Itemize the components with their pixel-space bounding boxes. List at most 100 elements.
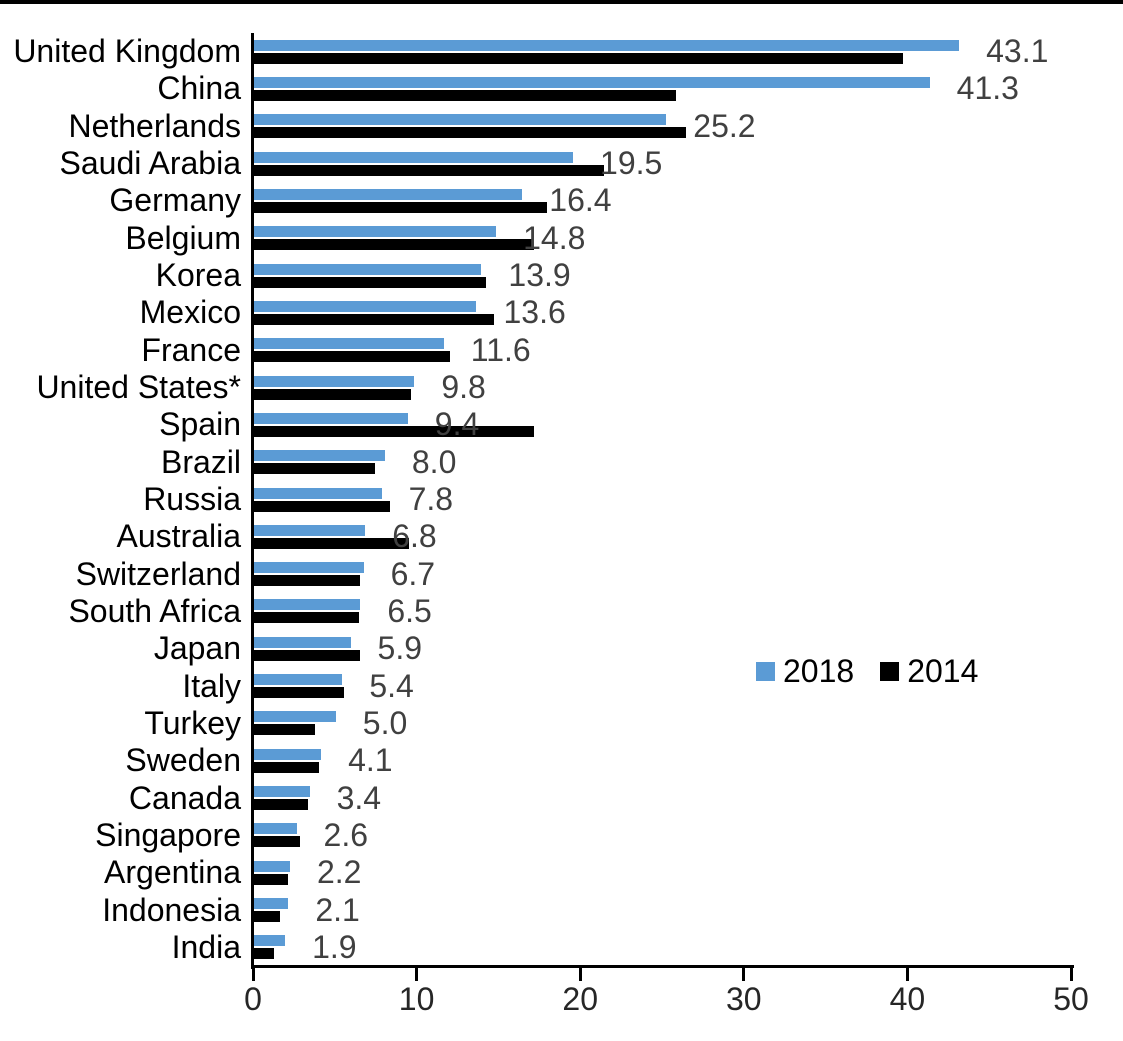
bar-2014: [254, 948, 274, 960]
bar-2014: [254, 52, 904, 64]
bar-2018: [254, 450, 385, 462]
bar-2018: [254, 188, 523, 200]
value-label: 9.4: [434, 406, 480, 443]
legend: 2018 2014: [756, 654, 978, 688]
category-label: Spain: [159, 406, 241, 443]
bar-2014: [254, 313, 495, 325]
top-border-rule: [0, 0, 1123, 4]
category-label: Russia: [143, 480, 241, 517]
value-label: 14.8: [523, 219, 586, 256]
value-label: 6.8: [392, 518, 437, 555]
x-axis-tick-label: 10: [398, 981, 435, 1017]
bar-2014: [254, 575, 361, 587]
legend-swatch-2014: [880, 661, 900, 681]
bar-2018: [254, 860, 290, 872]
bar-2018: [254, 338, 444, 350]
value-label: 5.4: [369, 667, 414, 704]
bar-2018: [254, 599, 361, 611]
category-label: Japan: [153, 630, 241, 667]
value-label: 2.1: [315, 891, 360, 928]
bar-2014: [254, 351, 451, 363]
x-axis-tick-label: 30: [726, 981, 762, 1017]
value-label: 2.6: [323, 816, 369, 853]
legend-item-2014: 2014: [880, 654, 978, 688]
value-label: 7.8: [408, 480, 454, 517]
bar-2018: [254, 823, 297, 835]
category-label: United Kingdom: [13, 33, 241, 70]
legend-swatch-2018: [756, 661, 775, 681]
bar-2014: [254, 500, 390, 512]
category-label: China: [157, 70, 241, 107]
x-axis-tick: [251, 968, 255, 981]
x-axis-tick: [1069, 968, 1073, 981]
x-axis-line: [251, 965, 1074, 968]
bar-2018: [254, 786, 310, 798]
bar-2018: [254, 76, 930, 88]
x-axis-tick: [415, 968, 419, 981]
bar-2014: [254, 799, 308, 811]
x-axis-tick-label: 50: [1053, 981, 1089, 1017]
category-label: India: [171, 928, 241, 965]
value-label: 3.4: [336, 779, 382, 816]
bar-2018: [254, 711, 336, 723]
bar-2014: [254, 425, 534, 437]
x-axis-tick-label: 20: [562, 981, 598, 1017]
value-label: 5.9: [377, 630, 422, 667]
bar-2018: [254, 524, 366, 536]
legend-label-2018: 2018: [783, 653, 855, 689]
category-label: Brazil: [160, 443, 241, 480]
category-label: Saudi Arabia: [59, 145, 241, 182]
bar-2014: [254, 911, 281, 923]
bar-2018: [254, 487, 382, 499]
bar-2014: [254, 127, 686, 139]
bar-2014: [254, 724, 315, 736]
category-label: Switzerland: [75, 555, 241, 592]
x-axis-tick: [742, 968, 746, 981]
category-label: Turkey: [144, 704, 241, 741]
bar-2018: [254, 300, 477, 312]
value-label: 25.2: [693, 107, 756, 144]
bar-2018: [254, 226, 497, 238]
x-axis-tick-label: 40: [889, 981, 926, 1017]
y-axis-line: [251, 33, 254, 969]
bar-2014: [254, 687, 344, 699]
bar-2018: [254, 562, 364, 574]
bar-2014: [254, 836, 300, 848]
bar-2018: [254, 636, 351, 648]
category-label: United States*: [36, 369, 241, 406]
bar-2014: [254, 164, 605, 176]
value-label: 1.9: [312, 928, 357, 965]
bar-2014: [254, 276, 487, 288]
bar-2014: [254, 201, 547, 213]
bar-2014: [254, 761, 320, 773]
legend-item-2018: 2018: [756, 654, 854, 688]
category-label: France: [141, 331, 241, 368]
category-label: Belgium: [125, 219, 241, 256]
bar-2014: [254, 89, 677, 101]
value-label: 8.0: [411, 443, 457, 480]
bar-2018: [254, 263, 482, 275]
category-label: South Africa: [68, 592, 241, 629]
value-label: 19.5: [600, 145, 663, 182]
bar-2014: [254, 649, 361, 661]
x-axis-tick-label: 0: [244, 981, 262, 1017]
x-axis-tick: [905, 968, 909, 981]
value-label: 5.0: [362, 704, 408, 741]
bar-2018: [254, 898, 289, 910]
bar-2014: [254, 873, 289, 885]
bar-2018: [254, 674, 343, 686]
bar-2014: [254, 239, 534, 251]
legend-label-2014: 2014: [907, 653, 979, 689]
category-label: Australia: [116, 518, 242, 555]
category-label: Argentina: [104, 854, 241, 891]
category-label: Singapore: [95, 816, 241, 853]
value-label: 9.8: [441, 369, 486, 406]
value-label: 11.6: [470, 331, 531, 368]
x-axis-tick: [578, 968, 582, 981]
value-label: 13.6: [503, 294, 566, 331]
value-label: 41.3: [956, 70, 1019, 107]
value-label: 4.1: [348, 742, 393, 779]
value-label: 6.5: [387, 592, 432, 629]
value-label: 2.2: [316, 854, 362, 891]
